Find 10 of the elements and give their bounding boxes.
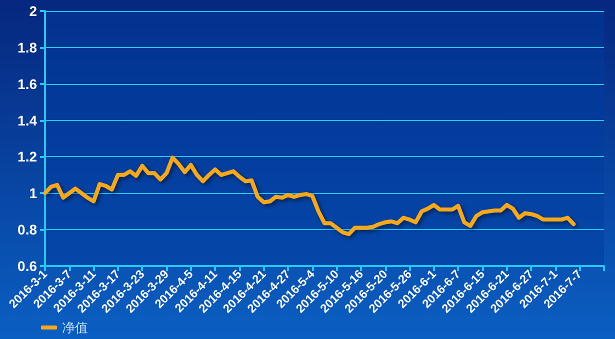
y-tick-label: 1 — [29, 185, 38, 202]
y-tick-label: 1.6 — [18, 76, 38, 92]
y-tick-label: 2 — [29, 3, 38, 19]
y-tick-label: 1.8 — [18, 39, 38, 56]
y-tick-label: 1.2 — [18, 148, 38, 165]
line-series — [43, 156, 576, 236]
y-tick-label: 0.8 — [18, 222, 38, 238]
y-tick-label: 1.4 — [18, 112, 38, 128]
y-tick-label: 0.6 — [18, 258, 38, 274]
legend-label: 净值 — [62, 320, 88, 335]
